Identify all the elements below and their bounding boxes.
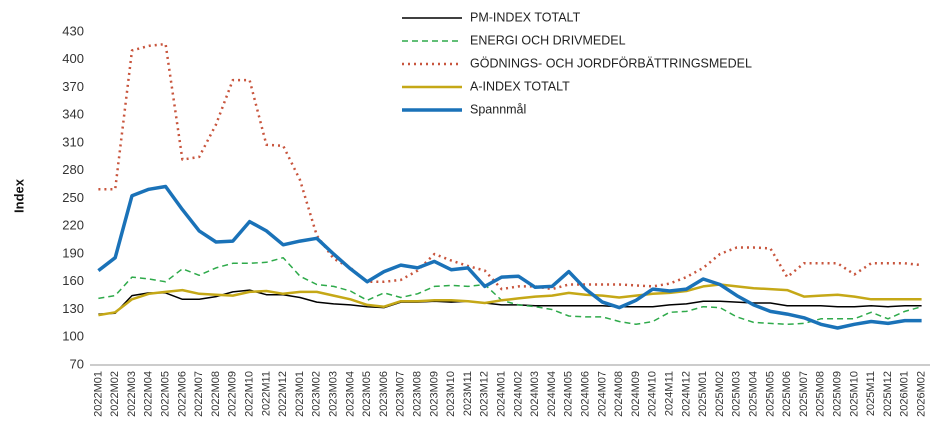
y-tick-label: 340 — [62, 107, 84, 122]
y-tick-label: 130 — [62, 301, 84, 316]
x-tick-label: 2025M05 — [764, 371, 776, 417]
x-tick-label: 2025M12 — [882, 371, 894, 417]
x-tick-label: 2022M07 — [193, 371, 205, 417]
y-tick-label: 310 — [62, 134, 84, 149]
x-tick-label: 2023M06 — [378, 371, 390, 417]
y-tick-label: 220 — [62, 218, 84, 233]
x-tick-label: 2025M01 — [697, 371, 709, 417]
x-tick-label: 2024M06 — [580, 371, 592, 417]
x-tick-label: 2026M01 — [899, 371, 911, 417]
legend-label: A-INDEX TOTALT — [470, 79, 570, 93]
x-tick-label: 2023M01 — [294, 371, 306, 417]
x-tick-label: 2023M02 — [311, 371, 323, 417]
x-tick-label: 2023M04 — [344, 371, 356, 417]
y-tick-label: 370 — [62, 79, 84, 94]
y-tick-label: 160 — [62, 273, 84, 288]
x-tick-label: 2022M04 — [143, 371, 155, 417]
x-tick-label: 2022M08 — [210, 371, 222, 417]
x-tick-label: 2025M04 — [748, 371, 760, 417]
series-line — [97, 184, 922, 330]
series-line — [98, 256, 922, 326]
x-tick-label: 2022M10 — [244, 371, 256, 417]
x-tick-label: 2024M07 — [596, 371, 608, 417]
x-tick-label: 2022M03 — [126, 371, 138, 417]
x-tick-label: 2022M01 — [92, 371, 104, 417]
x-tick-label: 2022M05 — [160, 371, 172, 417]
y-tick-label: 250 — [62, 190, 84, 205]
x-tick-label: 2025M03 — [731, 371, 743, 417]
x-tick-label: 2024M02 — [512, 371, 524, 417]
x-tick-label: 2024M01 — [496, 371, 508, 417]
x-tick-label: 2025M11 — [865, 371, 877, 416]
legend-label: Spannmål — [470, 102, 526, 116]
x-tick-label: 2023M07 — [395, 371, 407, 417]
x-tick-label: 2023M05 — [361, 371, 373, 417]
x-tick-label: 2024M04 — [546, 371, 558, 417]
y-tick-label: 190 — [62, 245, 84, 260]
x-tick-label: 2025M02 — [714, 371, 726, 417]
legend-label: PM-INDEX TOTALT — [470, 10, 581, 24]
x-tick-label: 2024M12 — [680, 371, 692, 417]
x-tick-label: 2023M11 — [462, 371, 474, 416]
x-tick-label: 2023M08 — [412, 371, 424, 417]
series-line — [98, 289, 922, 315]
x-tick-label: 2024M03 — [529, 371, 541, 417]
x-tick-label: 2023M09 — [428, 371, 440, 417]
y-tick-label: 70 — [70, 356, 84, 371]
x-tick-label: 2025M10 — [848, 371, 860, 417]
x-tick-label: 2022M02 — [109, 371, 121, 417]
y-tick-label: 100 — [62, 329, 84, 344]
x-tick-label: 2025M09 — [832, 371, 844, 417]
series-line — [98, 283, 922, 317]
x-tick-label: 2025M06 — [781, 371, 793, 417]
legend-label: GÖDNINGS- OCH JORDFÖRBÄTTRINGSMEDEL — [470, 56, 752, 70]
x-tick-label: 2025M07 — [798, 371, 810, 417]
y-tick-label: 280 — [62, 162, 84, 177]
y-axis-label: Index — [11, 178, 26, 213]
x-tick-label: 2024M09 — [630, 371, 642, 417]
legend-label: ENERGI OCH DRIVMEDEL — [470, 33, 626, 47]
x-tick-label: 2022M12 — [277, 371, 289, 417]
x-tick-label: 2024M10 — [647, 371, 659, 417]
x-tick-label: 2025M08 — [815, 371, 827, 417]
x-tick-label: 2023M03 — [328, 371, 340, 417]
x-tick-label: 2024M08 — [613, 371, 625, 417]
x-tick-label: 2022M11 — [260, 371, 272, 416]
y-tick-label: 400 — [62, 51, 84, 66]
x-tick-label: 2022M09 — [227, 371, 239, 417]
x-tick-label: 2023M12 — [479, 371, 491, 417]
x-tick-label: 2022M06 — [176, 371, 188, 417]
x-tick-label: 2024M11 — [664, 371, 676, 416]
x-tick-label: 2026M02 — [916, 371, 928, 417]
y-tick-label: 430 — [62, 23, 84, 38]
x-tick-label: 2024M05 — [563, 371, 575, 417]
x-tick-label: 2023M10 — [445, 371, 457, 417]
